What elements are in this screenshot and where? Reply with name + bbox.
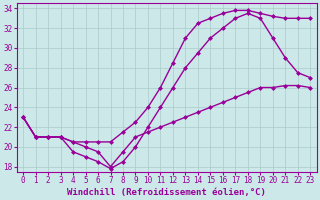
X-axis label: Windchill (Refroidissement éolien,°C): Windchill (Refroidissement éolien,°C) xyxy=(67,188,266,197)
